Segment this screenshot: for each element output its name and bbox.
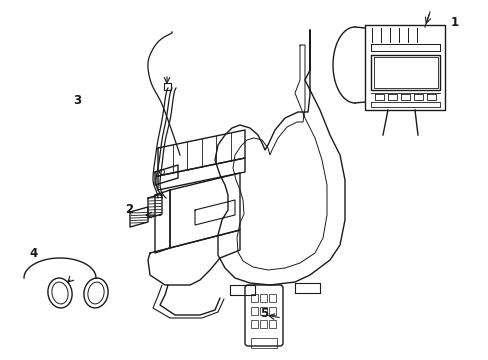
Bar	[250, 307, 258, 315]
Text: 3: 3	[73, 94, 81, 107]
Bar	[250, 320, 258, 328]
Bar	[260, 294, 266, 302]
Text: 2: 2	[125, 203, 133, 216]
Text: 4: 4	[29, 247, 37, 260]
Bar	[260, 307, 266, 315]
Text: 5: 5	[260, 307, 267, 320]
Bar	[268, 307, 275, 315]
Bar	[260, 320, 266, 328]
Bar	[268, 320, 275, 328]
Bar	[250, 338, 276, 348]
Bar	[268, 294, 275, 302]
Text: 1: 1	[450, 16, 458, 29]
Bar	[250, 294, 258, 302]
